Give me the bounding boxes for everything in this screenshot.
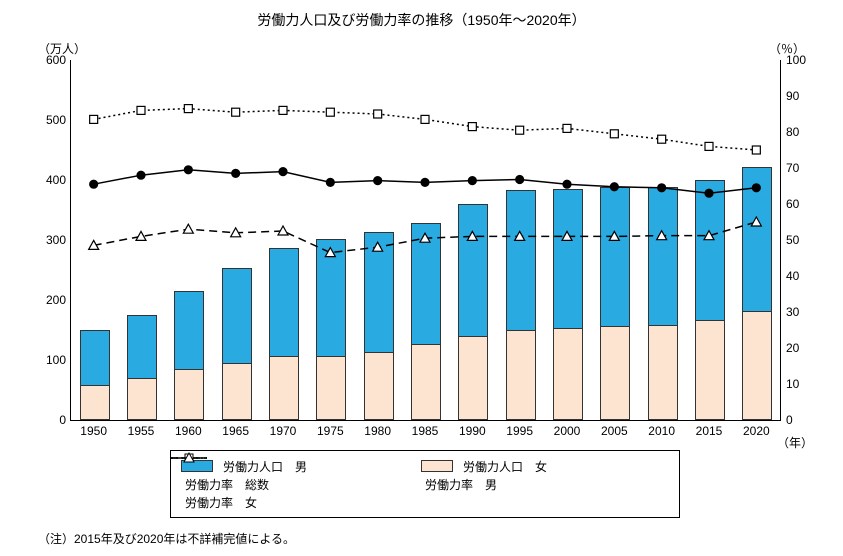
y-right-tick: 70 <box>786 161 826 175</box>
x-tick: 2005 <box>599 424 629 438</box>
legend-item: 労働力率 女 <box>181 493 421 511</box>
legend-item: 労働力人口 男 <box>181 457 421 475</box>
x-tick: 2020 <box>741 424 771 438</box>
x-tick: 2015 <box>694 424 724 438</box>
y-left-tick: 300 <box>26 233 66 247</box>
legend-swatch <box>421 460 453 472</box>
legend-label: 労働力人口 女 <box>463 458 547 475</box>
x-tick: 1980 <box>363 424 393 438</box>
x-tick: 1965 <box>221 424 251 438</box>
y-right-tick: 90 <box>786 89 826 103</box>
y-right-tick: 80 <box>786 125 826 139</box>
y-left-tick: 100 <box>26 353 66 367</box>
y-left-tick: 600 <box>26 53 66 67</box>
legend-item: 労働力率 総数 <box>181 475 421 493</box>
chart-container: 労働力人口及び労働力率の推移（1950年～2020年） （万人） （％） （年）… <box>0 0 843 556</box>
x-tick: 1975 <box>315 424 345 438</box>
x-tick: 1960 <box>173 424 203 438</box>
x-tick: 1950 <box>79 424 109 438</box>
x-tick: 2000 <box>552 424 582 438</box>
x-tick: 1970 <box>268 424 298 438</box>
y-right-tick: 100 <box>786 53 826 67</box>
y-left-tick: 0 <box>26 413 66 427</box>
y-left-tick: 500 <box>26 113 66 127</box>
y-right-tick: 50 <box>786 233 826 247</box>
x-tick: 1955 <box>126 424 156 438</box>
legend: 労働力人口 男 労働力人口 女労働力率 総数 労働力率 男労働力率 女 <box>170 450 680 518</box>
footnote: （注）2015年及び2020年は不詳補完値による。 <box>38 530 295 547</box>
x-tick: 2010 <box>647 424 677 438</box>
legend-label: 労働力人口 男 <box>223 458 307 475</box>
legend-label: 労働力率 男 <box>425 476 497 493</box>
x-tick: 1985 <box>410 424 440 438</box>
y-left-tick: 400 <box>26 173 66 187</box>
legend-label: 労働力率 女 <box>185 494 257 511</box>
y-right-tick: 20 <box>786 341 826 355</box>
y-right-tick: 30 <box>786 305 826 319</box>
legend-item: 労働力率 男 <box>421 475 661 493</box>
y-right-tick: 0 <box>786 413 826 427</box>
y-left-tick: 200 <box>26 293 66 307</box>
y-right-tick: 60 <box>786 197 826 211</box>
legend-item: 労働力人口 女 <box>421 457 661 475</box>
y-right-tick: 10 <box>786 377 826 391</box>
x-tick: 1990 <box>457 424 487 438</box>
y-right-tick: 40 <box>786 269 826 283</box>
legend-line-icon <box>171 451 207 465</box>
x-tick: 1995 <box>505 424 535 438</box>
legend-label: 労働力率 総数 <box>185 476 269 493</box>
